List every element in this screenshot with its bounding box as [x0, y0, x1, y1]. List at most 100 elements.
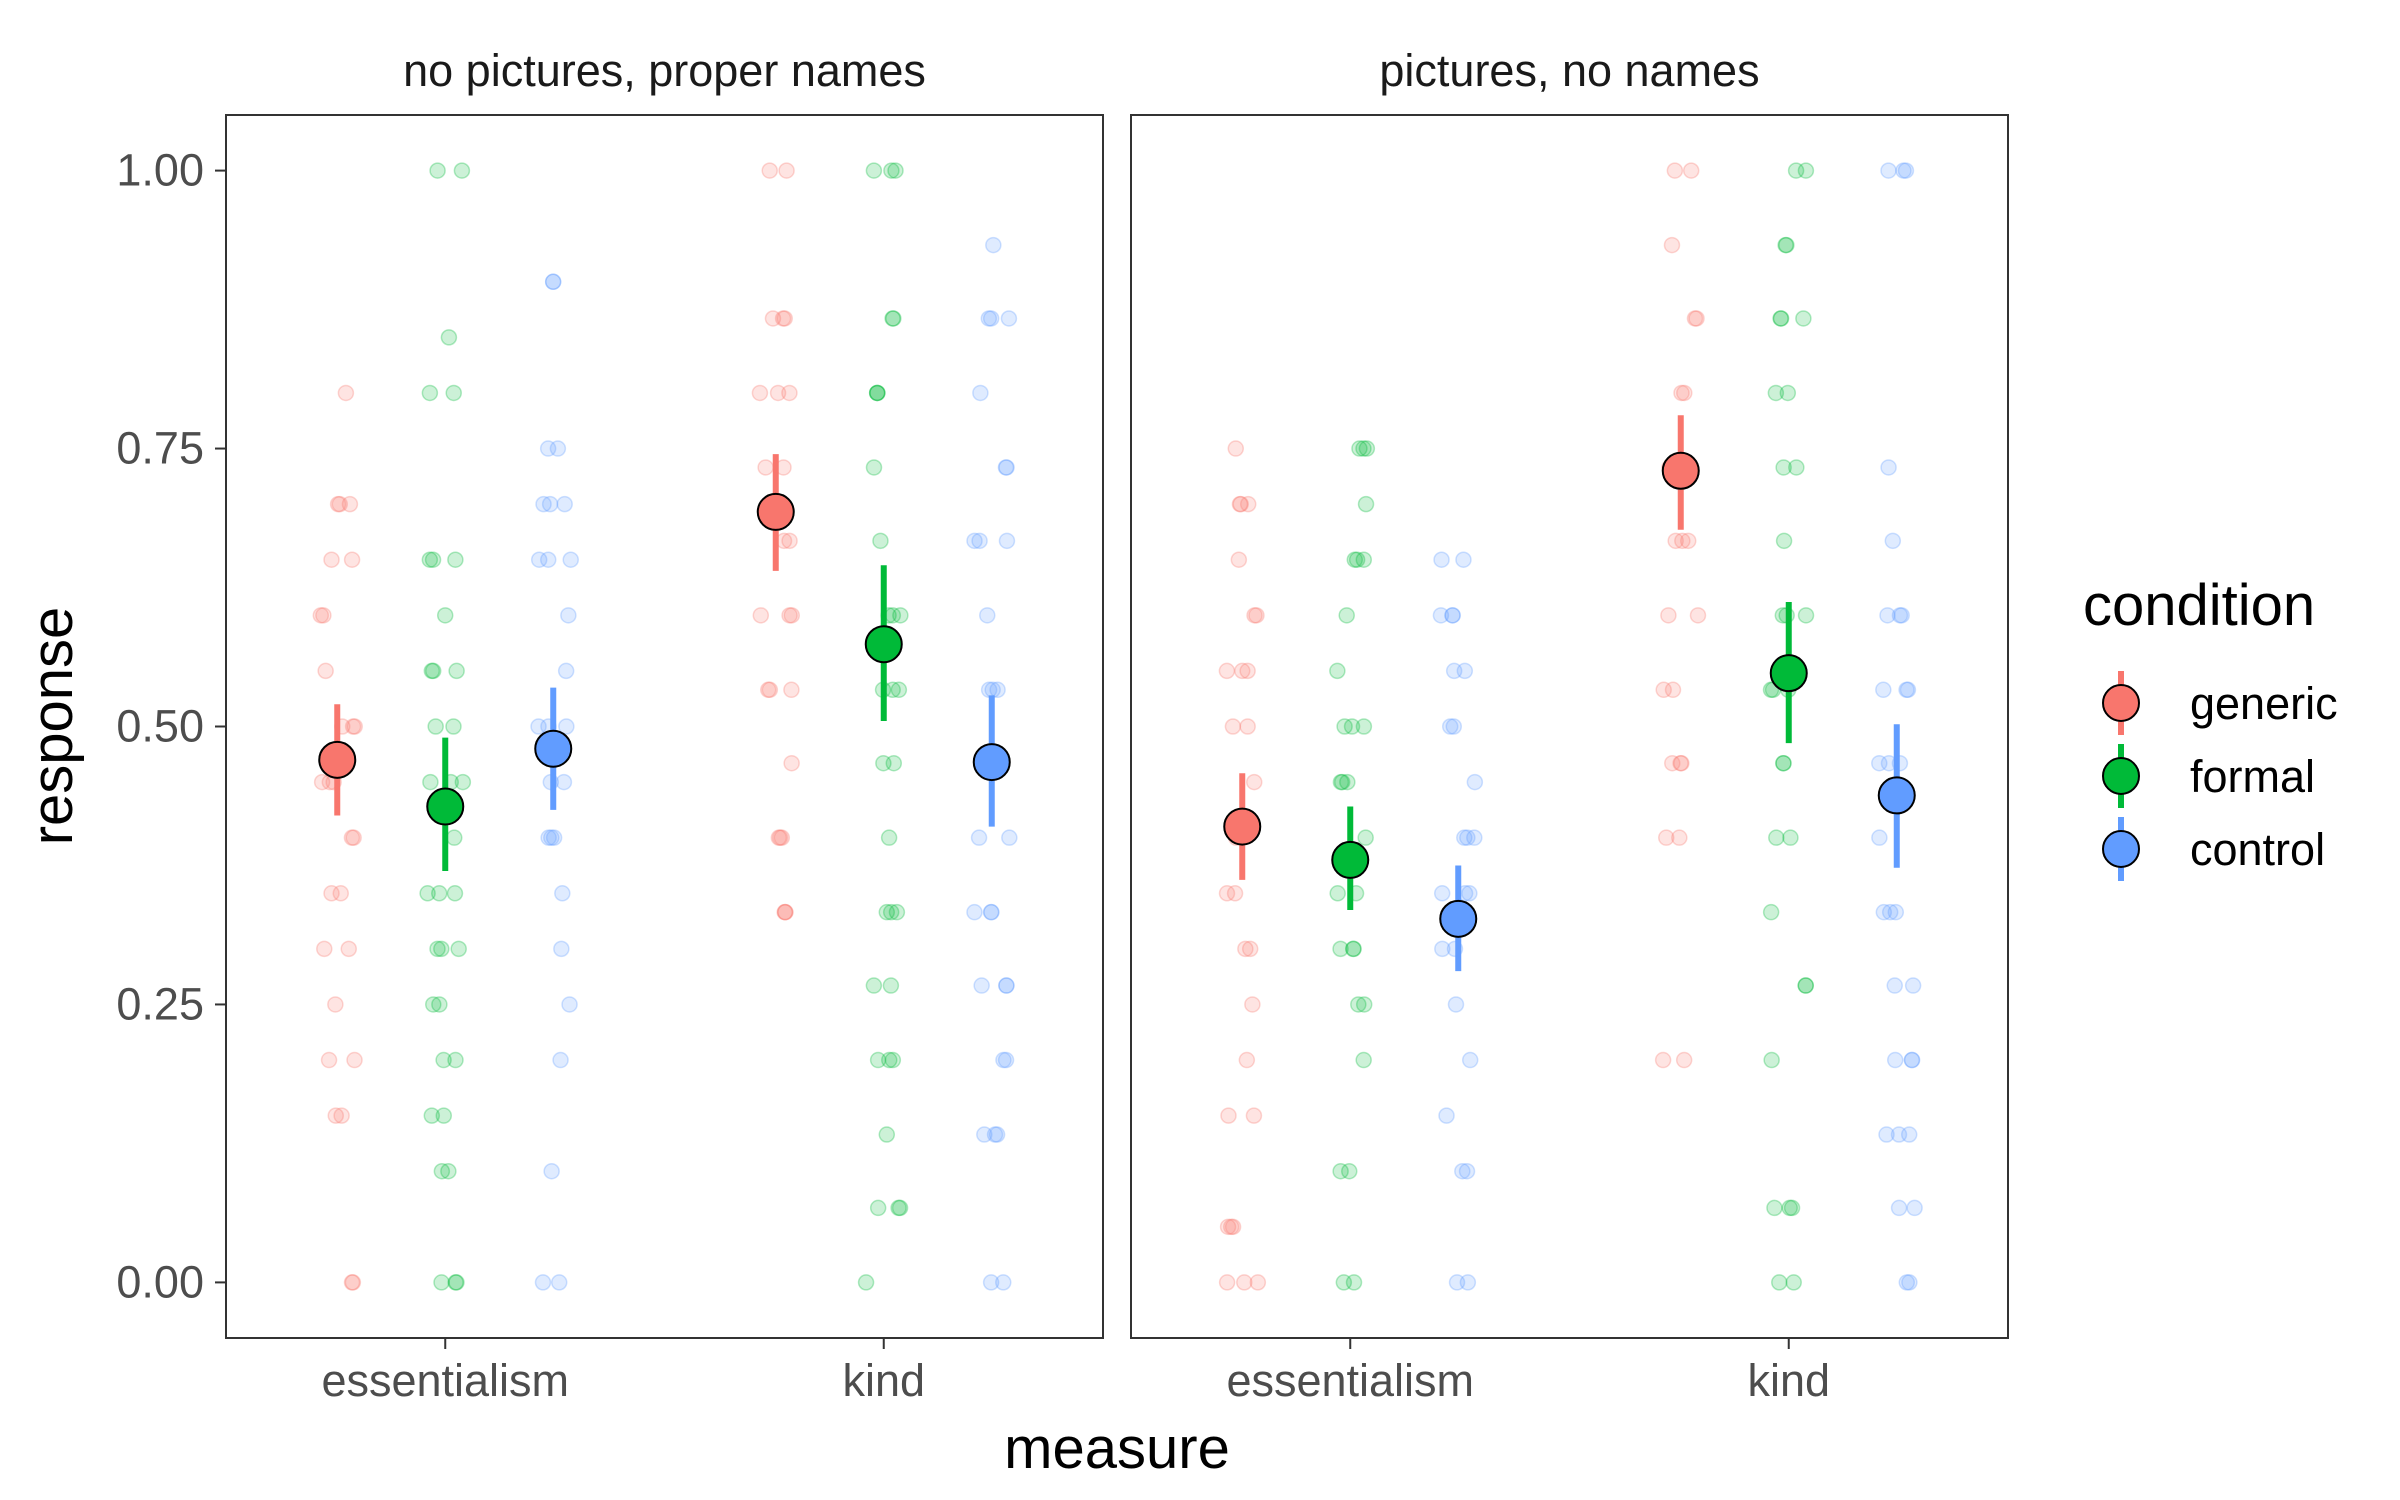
raw-point [1682, 162, 1700, 179]
raw-point [1355, 1051, 1372, 1069]
raw-point [1351, 440, 1368, 457]
raw-point [1880, 459, 1897, 476]
raw-point [869, 1051, 887, 1069]
raw-point [1893, 607, 1910, 624]
raw-point [1676, 384, 1693, 402]
raw-point [430, 885, 448, 902]
raw-point [761, 162, 778, 179]
x-tick-label: essentialism [321, 1355, 569, 1406]
raw-point [1227, 440, 1245, 457]
raw-point [970, 829, 988, 846]
raw-point [1875, 681, 1892, 699]
raw-point [1357, 829, 1374, 846]
raw-point [1775, 532, 1793, 550]
mean-point [972, 743, 1011, 782]
raw-point [346, 1051, 363, 1069]
raw-point [769, 384, 787, 402]
raw-point [1333, 773, 1351, 791]
raw-point [1783, 1199, 1801, 1217]
raw-point [553, 940, 570, 958]
raw-point [1788, 459, 1805, 476]
raw-point [1001, 829, 1018, 846]
raw-point [445, 384, 462, 402]
raw-point [1339, 773, 1356, 791]
raw-point [341, 495, 359, 513]
raw-point [1447, 996, 1465, 1013]
x-tick-label: kind [842, 1355, 925, 1406]
mean-point [318, 740, 357, 779]
raw-point [1797, 977, 1815, 994]
raw-point [1762, 681, 1780, 699]
raw-point [429, 162, 446, 179]
raw-point [1332, 940, 1349, 958]
raw-point [1000, 310, 1018, 327]
raw-point [761, 681, 779, 699]
raw-point [534, 1274, 552, 1291]
raw-point [435, 1107, 453, 1124]
raw-point [771, 829, 789, 846]
raw-point [770, 829, 788, 846]
raw-point [1775, 754, 1792, 772]
raw-point [1689, 607, 1707, 624]
raw-point [1461, 1051, 1479, 1069]
raw-point [440, 329, 458, 346]
raw-point [562, 551, 579, 568]
raw-point [327, 1107, 345, 1124]
raw-point [545, 829, 563, 846]
raw-point [1766, 1199, 1783, 1217]
facet-strip-title: no pictures, proper names [403, 45, 926, 96]
mean-point [534, 729, 573, 768]
raw-point [776, 310, 793, 327]
raw-point [343, 829, 361, 846]
raw-point [1343, 718, 1361, 735]
raw-point [315, 607, 332, 624]
legend-title: condition [2083, 573, 2315, 638]
raw-point [1891, 607, 1909, 624]
raw-point [1663, 236, 1681, 254]
raw-point [1459, 829, 1476, 846]
raw-point [1329, 662, 1346, 680]
raw-point [530, 718, 547, 735]
raw-point [1903, 1051, 1921, 1069]
raw-point [982, 310, 1000, 327]
raw-point [429, 940, 446, 958]
raw-point [1795, 310, 1812, 327]
raw-point [1219, 1218, 1237, 1236]
raw-point [1226, 885, 1244, 902]
raw-point [427, 718, 444, 735]
raw-point [343, 551, 361, 568]
raw-point [539, 440, 557, 457]
raw-point [1218, 662, 1236, 680]
raw-point [995, 1274, 1012, 1291]
raw-point [998, 532, 1016, 550]
raw-point [1777, 236, 1794, 254]
raw-point [775, 532, 793, 550]
raw-point [988, 1126, 1006, 1143]
raw-point [1248, 607, 1265, 624]
raw-point [1763, 1051, 1780, 1069]
raw-point [776, 903, 794, 921]
raw-point [1787, 162, 1805, 179]
x-tick-label: essentialism [1226, 1355, 1474, 1406]
raw-point [869, 384, 886, 402]
raw-point [543, 1162, 560, 1180]
legend-label: generic [2190, 678, 2338, 729]
facet-panels: no pictures, proper names essentialism kin… [225, 45, 2009, 1406]
raw-point [1779, 384, 1797, 402]
raw-point [998, 459, 1015, 476]
raw-point [445, 718, 462, 735]
raw-point [857, 1274, 875, 1291]
raw-point [1341, 1162, 1358, 1180]
raw-point [1241, 940, 1259, 958]
raw-point [552, 1051, 569, 1069]
raw-point [1348, 551, 1366, 568]
raw-point [1355, 440, 1372, 457]
raw-point [1222, 1218, 1240, 1236]
raw-point [448, 662, 465, 680]
raw-point [1797, 977, 1814, 994]
raw-point [1657, 829, 1675, 846]
raw-point [1239, 495, 1257, 513]
raw-point [1444, 607, 1461, 624]
raw-point [1358, 440, 1376, 457]
y-tick-label: 0.50 [116, 701, 204, 752]
